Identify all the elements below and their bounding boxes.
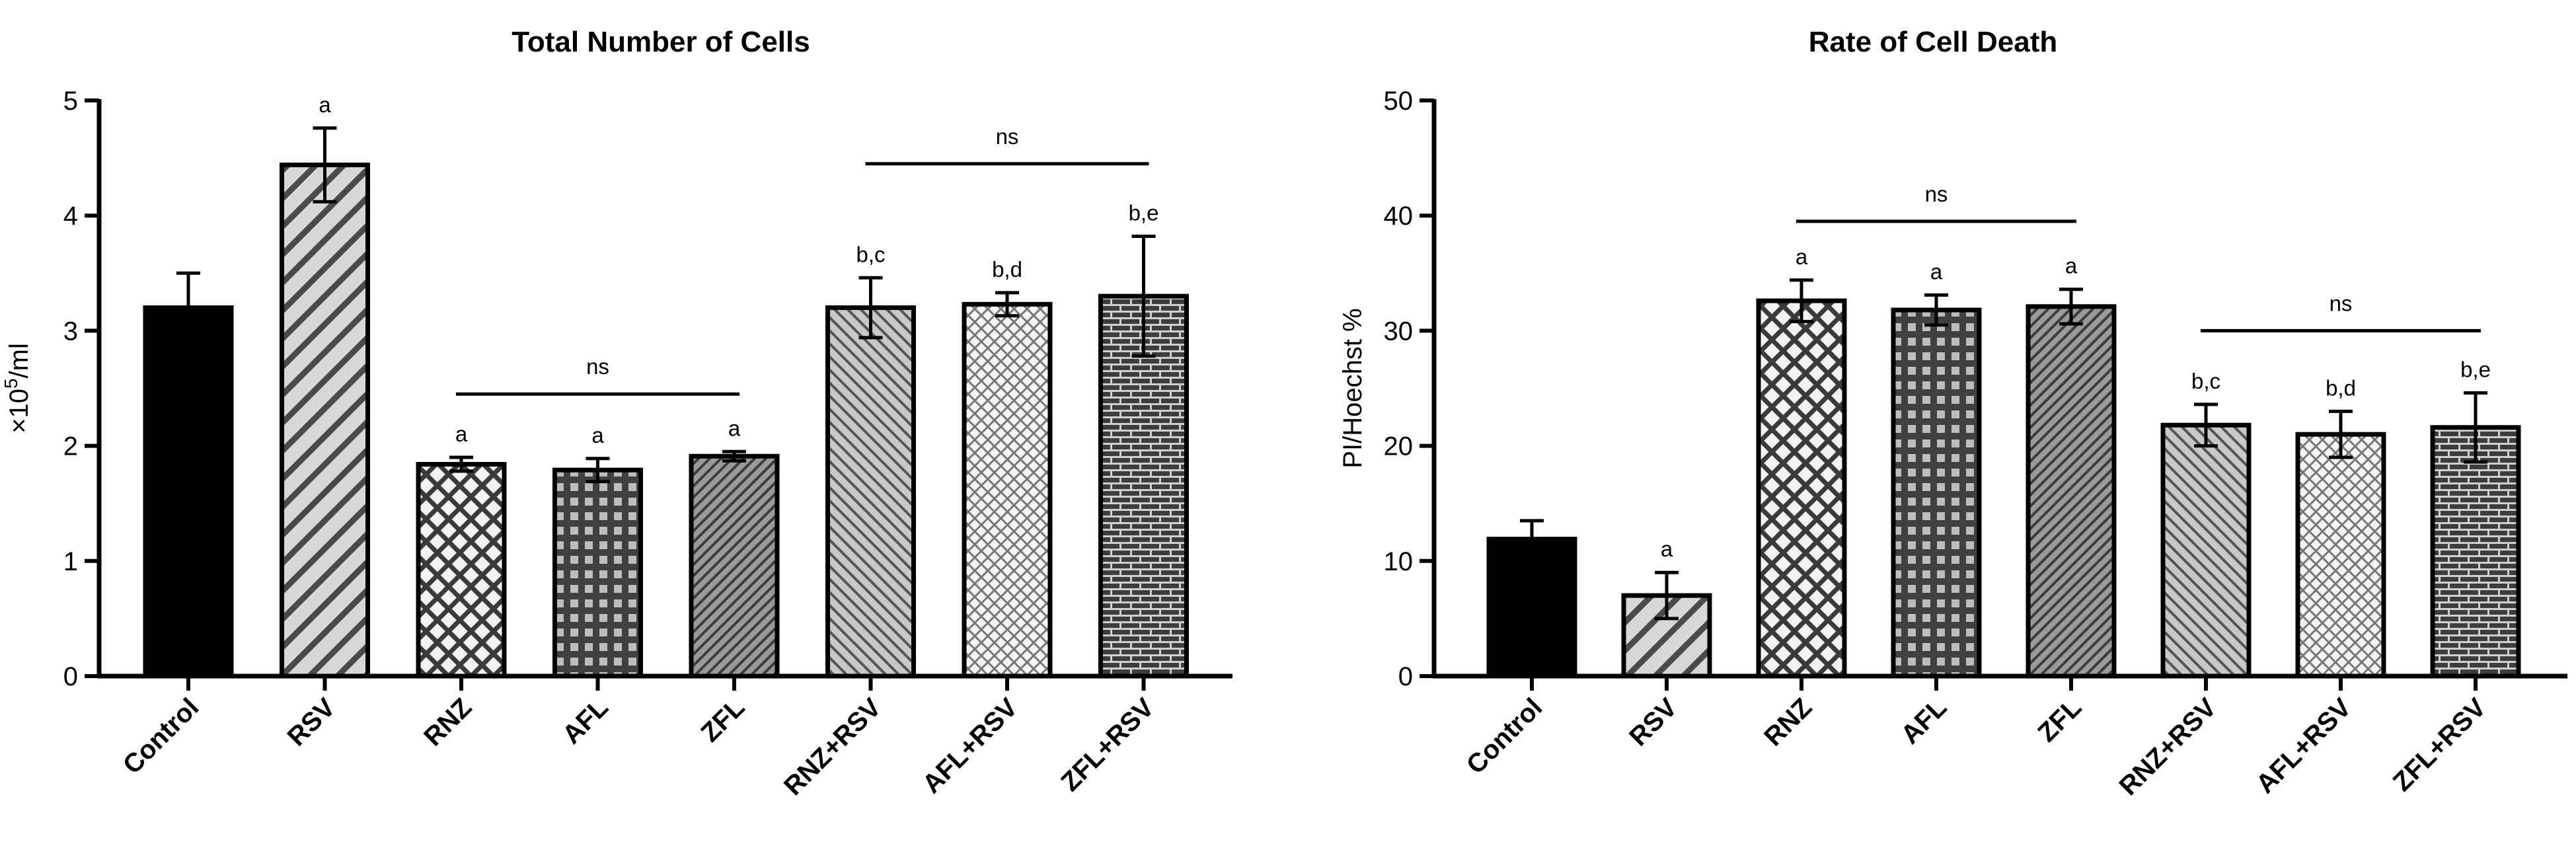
y-tick-label: 50	[1384, 87, 1414, 116]
x-tick-label: ZFL+RSV	[2388, 693, 2492, 797]
bar-rnz-rsv	[2160, 422, 2252, 679]
comparison-label: ns	[996, 124, 1019, 149]
significance-label: b,d	[992, 257, 1022, 282]
significance-label: b,e	[1129, 201, 1159, 225]
y-tick-label: 4	[63, 202, 78, 231]
x-tick-label: RNZ+RSV	[778, 693, 887, 801]
y-tick-label: 40	[1384, 202, 1414, 231]
significance-label: b,c	[2191, 369, 2220, 393]
bar-zfl	[689, 453, 780, 679]
chart-title: Total Number of Cells	[511, 26, 810, 58]
x-tick-label: RNZ	[1759, 693, 1817, 751]
bar-zfl-rsv	[2430, 425, 2521, 679]
comparison-label: ns	[1925, 182, 1948, 206]
cell-death-chart: Rate of Cell Death PI/Hoechst % 0 10 20 30 40 5…	[1338, 26, 2567, 801]
bar-afl	[552, 467, 643, 679]
x-tick-label: AFL	[557, 693, 614, 749]
significance-label: a	[1930, 259, 1943, 284]
significance-label: a	[728, 416, 741, 440]
significance-label: b,c	[856, 242, 885, 266]
bar-control	[143, 305, 234, 679]
x-tick-label: RNZ	[418, 693, 477, 751]
x-tick-label: RSV	[1624, 693, 1683, 751]
bar-rnz-rsv	[825, 305, 916, 679]
significance-label: b,e	[2460, 357, 2491, 381]
bar-zfl-rsv	[1098, 293, 1189, 679]
comparison-label: ns	[2330, 291, 2353, 315]
significance-label: a	[319, 93, 331, 117]
y-axis-label: ×105/ml	[1, 343, 34, 434]
x-tick-label: RNZ+RSV	[2113, 693, 2222, 801]
bar-afl-rsv	[2295, 432, 2386, 679]
x-tick-label: Control	[118, 693, 205, 780]
total-cells-chart: Total Number of Cells×105/ml012345Contro…	[1, 26, 1232, 801]
significance-label: a	[1796, 245, 1808, 269]
y-axis-label-superscript: 5	[1, 378, 21, 389]
x-tick-label: Control	[1461, 693, 1548, 780]
x-tick-label: AFL+RSV	[917, 693, 1024, 799]
x-tick-label: ZFL	[2032, 693, 2087, 747]
x-tick-label: AFL+RSV	[2251, 693, 2357, 799]
x-tick-label: ZFL	[695, 693, 750, 747]
comparison-label: ns	[586, 354, 609, 379]
significance-label: a	[591, 423, 604, 447]
bar-afl-rsv	[962, 301, 1053, 679]
y-tick-label: 0	[1398, 662, 1413, 691]
y-tick-label: 0	[63, 662, 78, 691]
bar-rnz	[1756, 298, 1847, 679]
significance-label: a	[1661, 537, 1673, 561]
significance-label: a	[2065, 254, 2078, 278]
y-tick-label: 20	[1384, 432, 1414, 461]
x-tick-label: RSV	[282, 693, 341, 751]
y-axis-label-main: PI/Hoechst %	[1338, 308, 1367, 468]
y-tick-label: 10	[1384, 547, 1414, 576]
y-axis-label-main: ×10	[5, 389, 34, 434]
y-tick-label: 2	[63, 432, 78, 461]
chart-title: Rate of Cell Death	[1809, 26, 2058, 58]
y-tick-label: 5	[63, 87, 78, 116]
bar-rnz	[416, 461, 507, 679]
y-axis-label-unit: /ml	[5, 343, 34, 378]
y-axis-label: PI/Hoechst %	[1338, 308, 1367, 468]
y-tick-label: 1	[63, 547, 78, 576]
y-tick-label: 30	[1384, 317, 1414, 346]
x-tick-label: ZFL+RSV	[1055, 693, 1160, 797]
bar-control	[1486, 537, 1577, 679]
bar-zfl	[2026, 304, 2117, 679]
significance-label: a	[455, 422, 468, 446]
y-tick-label: 3	[63, 317, 78, 346]
bar-afl	[1891, 307, 1982, 679]
significance-label: b,d	[2326, 375, 2356, 400]
bar-rsv	[280, 163, 370, 679]
x-tick-label: AFL	[1895, 693, 1952, 749]
